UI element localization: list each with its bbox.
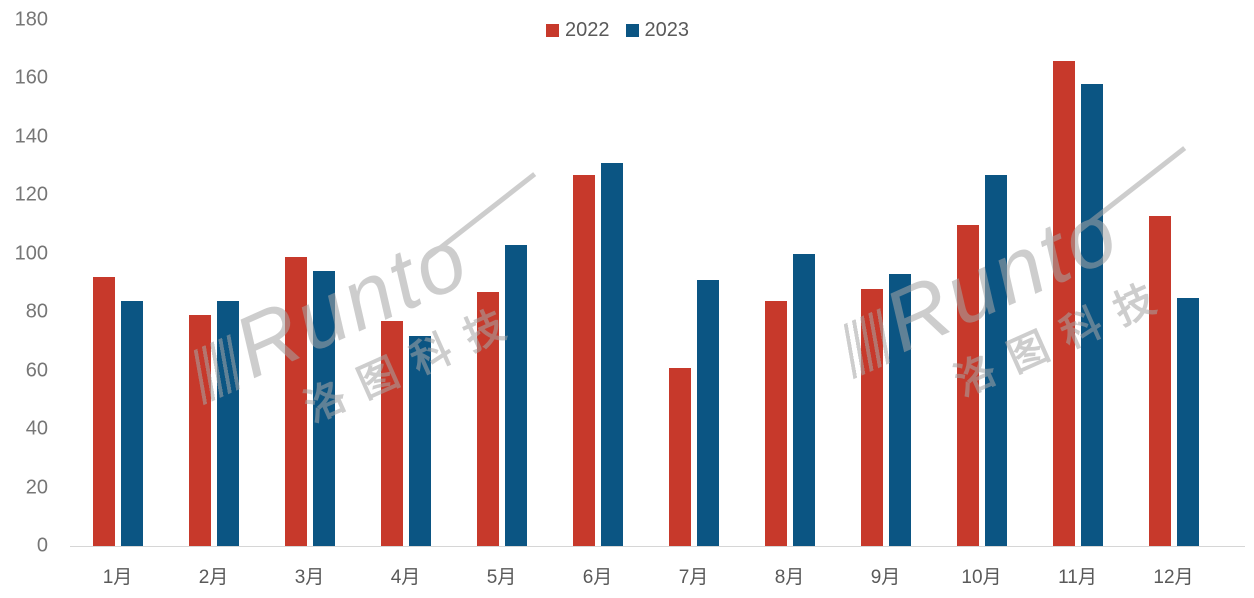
bar-2022	[476, 291, 499, 546]
bar-2022	[284, 256, 307, 546]
bar-2023	[600, 163, 623, 546]
x-axis-line	[70, 546, 1245, 547]
x-axis-label: 9月	[870, 567, 901, 588]
bar-2023	[408, 335, 431, 546]
bar-2022	[1052, 60, 1075, 546]
bar-2023	[312, 271, 335, 546]
bar-2023	[504, 245, 527, 546]
legend-item-series1: 2022	[546, 20, 610, 40]
x-axis-label: 12月	[1153, 567, 1194, 588]
y-axis-tick-label: 40	[25, 417, 48, 440]
y-axis-tick-label: 100	[14, 242, 48, 265]
bar-2023	[792, 253, 815, 546]
legend-label-series2: 2023	[644, 19, 690, 41]
bar-2023	[216, 300, 239, 546]
bar-2022	[764, 300, 787, 546]
x-axis-label: 4月	[390, 567, 421, 588]
y-axis-tick-label: 60	[25, 359, 48, 382]
y-axis-tick-label: 160	[14, 66, 48, 89]
x-axis-label: 5月	[486, 567, 517, 588]
x-axis-label: 1月	[102, 567, 133, 588]
chart-legend: 2022 2023	[546, 20, 689, 40]
x-axis-label: 3月	[294, 567, 325, 588]
x-axis-label: 7月	[678, 567, 709, 588]
x-axis-label: 2月	[198, 567, 229, 588]
legend-swatch-series2	[625, 23, 639, 37]
bar-2022	[956, 224, 979, 546]
y-axis-tick-label: 80	[25, 300, 48, 323]
bar-2022	[92, 277, 115, 546]
y-axis-tick-label: 0	[36, 534, 48, 557]
bar-2023	[1176, 297, 1199, 546]
legend-swatch-series1	[546, 23, 559, 37]
bar-2023	[984, 174, 1007, 546]
x-axis-label: 11月	[1058, 567, 1097, 588]
bar-2023	[696, 280, 719, 546]
bar-2022	[860, 288, 883, 546]
legend-item-series2: 2023	[625, 19, 690, 41]
y-axis-tick-label: 20	[25, 476, 48, 499]
bar-2023	[888, 274, 911, 546]
bar-2022	[1148, 215, 1171, 546]
legend-label-series1: 2022	[565, 19, 610, 41]
y-axis-tick-label: 180	[14, 8, 48, 31]
bar-2023	[120, 300, 143, 546]
y-axis-tick-label: 140	[14, 125, 48, 148]
x-axis-label: 8月	[774, 567, 805, 588]
x-axis-label: 10月	[961, 567, 1002, 588]
bar-2022	[572, 174, 595, 546]
x-axis-label: 6月	[582, 567, 613, 588]
bar-2022	[188, 315, 211, 546]
bar-2022	[668, 367, 691, 546]
bar-2023	[1080, 84, 1103, 546]
y-axis-tick-label: 120	[14, 183, 48, 206]
bar-2022	[380, 321, 403, 546]
